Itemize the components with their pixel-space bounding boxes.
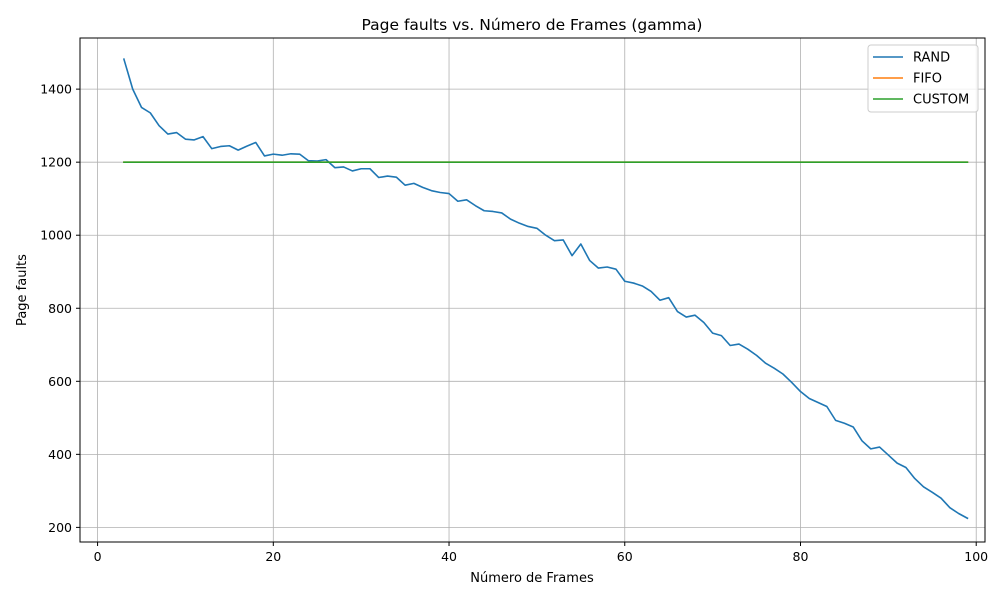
x-tick-label: 0 [94,549,102,564]
x-axis-label: Número de Frames [470,571,594,586]
legend-label-custom: CUSTOM [913,93,969,108]
series-line-rand [122,58,969,520]
x-tick-label: 80 [793,549,809,564]
legend: RAND FIFO CUSTOM [867,44,979,113]
axis-ticks: 0 20 40 60 80 100 200 400 600 800 1000 1200 1400 [40,82,988,564]
y-tick-label: 200 [48,520,72,535]
y-tick-label: 1400 [40,82,72,97]
x-tick-label: 60 [617,549,633,564]
y-axis-label: Page faults [15,254,30,326]
y-tick-label: 400 [48,447,72,462]
plot-frame [79,37,986,543]
x-tick-label: 20 [265,549,281,564]
chart-title: Page faults vs. Número de Frames (gamma) [362,16,703,34]
legend-label-fifo: FIFO [913,72,942,87]
y-tick-label: 1000 [40,228,72,243]
y-tick-label: 600 [48,374,72,389]
y-tick-label: 1200 [40,155,72,170]
series-lines [122,58,969,520]
y-tick-label: 800 [48,301,72,316]
legend-label-rand: RAND [913,51,950,66]
legend-box [867,44,979,113]
x-tick-label: 40 [441,549,457,564]
x-tick-label: 100 [964,549,988,564]
